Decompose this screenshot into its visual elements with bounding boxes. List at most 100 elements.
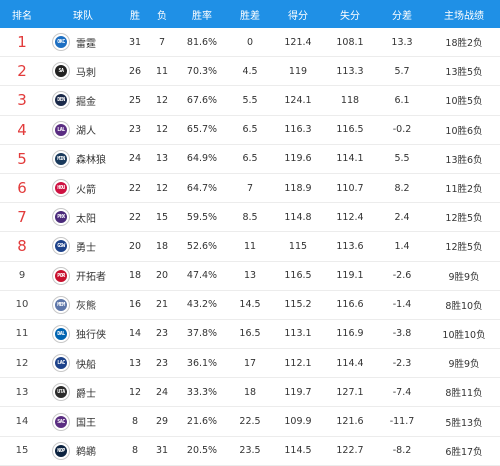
team-name[interactable]: 国王 [76,418,96,430]
team-cell[interactable]: DAL 独行侠 [44,324,122,343]
team-cell[interactable]: POR 开拓者 [44,266,122,285]
team-logo-icon: UTA [52,383,70,402]
team-name[interactable]: 灰熊 [76,301,96,313]
table-row[interactable]: 11 DAL 独行侠 14 23 37.8% 16.5 113.1 116.9 -3.8 10胜10… [0,319,500,350]
team-cell[interactable]: DEN 掘金 [44,91,122,110]
rank-cell: 12 [0,358,44,369]
team-name[interactable]: 快船 [76,359,96,371]
team-cell[interactable]: MEM 灰熊 [44,295,122,314]
team-logo-icon: MIN [52,149,70,168]
team-logo-mark: LAL [55,123,67,136]
home-record-cell: 8胜10负 [445,300,483,312]
points-against-cell: 110.7 [336,182,364,194]
pct-cell: 36.1% [186,357,218,369]
points-for-cell: 121.4 [284,36,312,48]
header-wins[interactable]: 胜 [130,10,140,22]
rank-cell: 14 [0,416,44,427]
table-row[interactable]: 3 DEN 掘金 25 12 67.6% 5.5 124.1 118 6.1 10胜5负 [0,86,500,116]
team-name[interactable]: 掘金 [76,96,96,108]
diff-cell: -0.2 [392,124,412,136]
points-for-cell: 119 [288,65,308,77]
team-logo-icon: LAL [52,120,70,139]
team-logo-mark: UTA [55,386,67,399]
rank-number: 13 [15,386,29,398]
rank-number: 3 [17,91,27,110]
team-cell[interactable]: SAC 国王 [44,412,122,431]
table-row[interactable]: 4 LAL 湖人 23 12 65.7% 6.5 116.3 116.5 -0.2 10胜6负 [0,115,500,145]
points-against-cell: 122.7 [336,445,364,457]
team-cell[interactable]: HOU 火箭 [44,179,122,198]
points-against-cell: 114.4 [336,357,364,369]
team-name[interactable]: 开拓者 [76,272,106,284]
header-points-against[interactable]: 失分 [340,10,360,22]
team-logo-icon: OKC [52,33,70,52]
team-cell[interactable]: PHX 太阳 [44,208,122,227]
pct-cell: 37.8% [186,328,218,340]
header-team[interactable]: 球队 [73,10,93,22]
table-row[interactable]: 2 SA 马刺 26 11 70.3% 4.5 119 113.3 5.7 13胜5负 [0,57,500,87]
team-name[interactable]: 勇士 [76,242,96,254]
team-name[interactable]: 雷霆 [76,38,96,50]
losses-cell: 29 [155,416,169,428]
pct-cell: 21.6% [186,416,218,428]
header-gb[interactable]: 胜差 [240,10,260,22]
header-losses[interactable]: 负 [157,10,167,22]
rank-cell: 8 [0,237,44,255]
losses-cell: 12 [155,124,169,136]
losses-cell: 21 [155,299,169,311]
diff-cell: 5.5 [394,153,410,165]
header-points-for[interactable]: 得分 [288,10,308,22]
team-name[interactable]: 湖人 [76,126,96,138]
rank-cell: 13 [0,387,44,398]
points-against-cell: 113.3 [336,65,364,77]
table-row[interactable]: 12 LAC 快船 13 23 36.1% 17 112.1 114.4 -2.3 9胜9负 [0,349,500,379]
team-name[interactable]: 鹈鹕 [76,447,96,459]
header-home-record[interactable]: 主场战绩 [444,10,484,22]
rank-number: 15 [15,445,29,457]
header-pct[interactable]: 胜率 [192,10,212,22]
table-row[interactable]: 5 MIN 森林狼 24 13 64.9% 6.5 119.6 114.1 5.5 13胜6负 [0,144,500,174]
points-against-cell: 119.1 [336,270,364,282]
team-logo-mark: POR [55,269,67,282]
losses-cell: 18 [155,240,169,252]
team-name[interactable]: 太阳 [76,213,96,225]
header-diff[interactable]: 分差 [392,10,412,22]
home-record-cell: 13胜5负 [445,67,483,79]
team-logo-mark: SA [55,65,67,78]
team-name[interactable]: 火箭 [76,184,96,196]
rank-number: 1 [17,33,27,52]
points-against-cell: 127.1 [336,386,364,398]
pct-cell: 43.2% [186,299,218,311]
team-cell[interactable]: GSW 勇士 [44,237,122,256]
table-row[interactable]: 15 NOP 鹈鹕 8 31 20.5% 23.5 114.5 122.7 -8.2 6胜17负 [0,436,500,466]
table-row[interactable]: 7 PHX 太阳 22 15 59.5% 8.5 114.8 112.4 2.4 12胜5负 [0,203,500,233]
team-cell[interactable]: NOP 鹈鹕 [44,441,122,460]
losses-cell: 13 [155,153,169,165]
table-row[interactable]: 10 MEM 灰熊 16 21 43.2% 14.5 115.2 116.6 -1.4 8胜10负 [0,290,500,320]
table-row[interactable]: 1 OKC 雷霆 31 7 81.6% 0 121.4 108.1 13.3 18胜2负 [0,28,500,58]
losses-cell: 20 [155,270,169,282]
points-against-cell: 116.6 [336,299,364,311]
team-name[interactable]: 爵士 [76,388,96,400]
table-row[interactable]: 14 SAC 国王 8 29 21.6% 22.5 109.9 121.6 -11.7 5胜13负 [0,407,500,437]
header-rank[interactable]: 排名 [12,10,32,22]
rank-cell: 10 [0,299,44,310]
team-name[interactable]: 马刺 [76,67,96,79]
team-cell[interactable]: SA 马刺 [44,62,122,81]
team-cell[interactable]: LAL 湖人 [44,120,122,139]
team-cell[interactable]: LAC 快船 [44,354,122,373]
team-cell[interactable]: OKC 雷霆 [44,33,122,52]
points-for-cell: 115 [288,240,308,252]
team-logo-icon: MEM [52,295,70,314]
home-record-cell: 10胜5负 [445,96,483,108]
team-name[interactable]: 森林狼 [76,155,106,167]
table-row[interactable]: 13 UTA 爵士 12 24 33.3% 18 119.7 127.1 -7.4 8胜11负 [0,378,500,408]
table-row[interactable]: 6 HOU 火箭 22 12 64.7% 7 118.9 110.7 8.2 11胜2负 [0,173,500,204]
table-row[interactable]: 9 POR 开拓者 18 20 47.4% 13 116.5 119.1 -2.6 9胜9负 [0,261,500,291]
team-cell[interactable]: MIN 森林狼 [44,149,122,168]
team-cell[interactable]: UTA 爵士 [44,383,122,402]
team-name[interactable]: 独行侠 [76,330,106,342]
table-row[interactable]: 8 GSW 勇士 20 18 52.6% 11 115 113.6 1.4 12胜5负 [0,232,500,262]
wins-cell: 12 [128,386,142,398]
